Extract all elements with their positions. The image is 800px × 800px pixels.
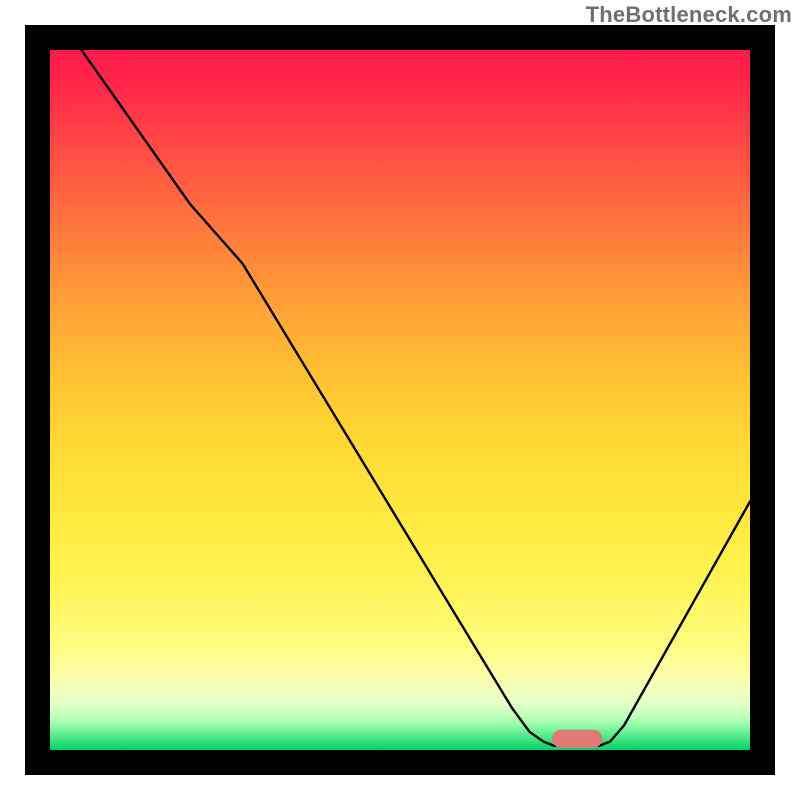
chart-svg	[0, 0, 800, 800]
chart-frame: TheBottleneck.com	[0, 0, 800, 800]
watermark-text: TheBottleneck.com	[586, 2, 792, 28]
optimal-marker	[552, 730, 602, 748]
